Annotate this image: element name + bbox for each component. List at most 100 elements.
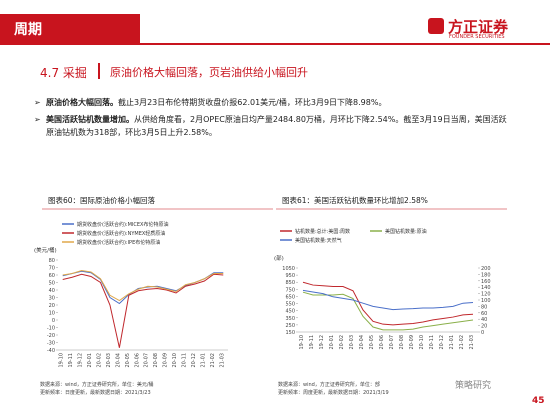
y2-tick-label: 200 xyxy=(481,266,491,272)
y-tick-label: 70 xyxy=(49,266,55,272)
x-tick-label: 19-11 xyxy=(309,335,315,350)
y2-tick-label: 120 xyxy=(481,292,491,298)
bullet-text: 从供给角度看，2月OPEC原油日均产量2484.80万桶，月环比下降2.54%。… xyxy=(46,115,507,137)
data-line xyxy=(302,289,474,311)
x-tick-label: 21-03 xyxy=(219,353,225,368)
y-tick-label: 250 xyxy=(285,323,295,329)
x-tick-label: 21-03 xyxy=(469,335,475,350)
x-tick-label: 20-05 xyxy=(369,335,375,350)
y-tick-label: 950 xyxy=(285,273,295,279)
y-tick-label: 40 xyxy=(49,288,55,294)
x-tick-label: 20-11 xyxy=(182,353,188,368)
legend-label: 美国钻机数量:天然气 xyxy=(295,237,342,244)
x-tick-label: 20-12 xyxy=(439,335,445,350)
y-tick-label: 150 xyxy=(285,330,295,336)
section-number: 4.7 采掘 xyxy=(40,66,87,80)
x-tick-label: 19-11 xyxy=(68,353,74,368)
legend-label: 美国钻机数量:原油 xyxy=(385,228,427,235)
chart-title: 图表60：国际原油价格小幅回落 xyxy=(48,195,156,205)
data-line xyxy=(62,269,224,302)
header-bar xyxy=(0,14,140,43)
y2-tick-label: 100 xyxy=(481,298,491,304)
data-line xyxy=(302,281,474,326)
chart-title: 图表61：美国活跃钻机数量环比增加2.58% xyxy=(282,195,428,205)
y-tick-label: -10 xyxy=(47,326,55,332)
bullet-bold: 原油价格大幅回落。 xyxy=(46,98,118,107)
source: 数据来源：wind，方正证券研究所，单位：部 xyxy=(278,381,380,388)
bullets: ➢ 原油价格大幅回落。截止3月23日布伦特期货收盘价报62.01美元/桶，环比3月… xyxy=(34,96,514,139)
legend-label: 钻机数量:总计:美国:周数 xyxy=(295,228,350,235)
legend-label: 期货收盘价(活跃合约):NYMEX轻质原油 xyxy=(77,230,165,237)
x-tick-label: 21-01 xyxy=(200,353,206,368)
bullet-bold: 美国活跃钻机数量增加。 xyxy=(46,115,134,124)
header-title: 周期 xyxy=(14,22,42,38)
x-tick-label: 20-08 xyxy=(153,353,159,368)
data-line xyxy=(62,273,224,348)
y-tick-label: 0 xyxy=(52,318,55,324)
update: 更新频率：周度更新，最新数据日期：2021/3/19 xyxy=(278,389,389,396)
x-tick-label: 20-04 xyxy=(359,335,365,350)
x-tick-label: 20-10 xyxy=(172,353,178,368)
data-line xyxy=(302,291,474,331)
x-tick-label: 20-05 xyxy=(125,353,131,368)
y-tick-label: -20 xyxy=(47,333,55,339)
y-tick-label: 30 xyxy=(49,296,55,302)
bullet: ➢ 原油价格大幅回落。截止3月23日布伦特期货收盘价报62.01美元/桶，环比3月… xyxy=(34,98,387,107)
update: 更新频率：日度更新，最新数据日期：2021/3/23 xyxy=(40,389,151,396)
y-tick-label: 350 xyxy=(285,316,295,322)
y2-tick-label: 0 xyxy=(481,330,484,336)
y-tick-label: 550 xyxy=(285,302,295,308)
y-tick-label: 20 xyxy=(49,303,55,309)
y-tick-label: -40 xyxy=(47,348,55,354)
y2-tick-label: 20 xyxy=(481,324,487,330)
y2-tick-label: 40 xyxy=(481,317,487,323)
x-tick-label: 20-03 xyxy=(349,335,355,350)
x-tick-label: 20-01 xyxy=(87,353,93,368)
x-tick-label: 19-10 xyxy=(299,335,305,350)
x-tick-label: 20-11 xyxy=(429,335,435,350)
x-tick-label: 20-02 xyxy=(339,335,345,350)
x-tick-label: 21-01 xyxy=(449,335,455,350)
x-tick-label: 21-02 xyxy=(459,335,465,350)
y2-tick-label: 60 xyxy=(481,311,487,317)
x-tick-label: 20-01 xyxy=(329,335,335,350)
header-line xyxy=(0,43,550,45)
x-tick-label: 21-02 xyxy=(210,353,216,368)
legend-label: 期货收盘价(活跃合约):MICEX布伦特原油 xyxy=(77,221,168,228)
y-axis-label: (部) xyxy=(274,254,284,262)
x-tick-label: 19-10 xyxy=(59,353,65,368)
x-tick-label: 20-07 xyxy=(144,353,150,368)
y-tick-label: 80 xyxy=(49,258,55,264)
y2-tick-label: 180 xyxy=(481,272,491,278)
x-tick-label: 19-12 xyxy=(319,335,325,350)
y-tick-label: 10 xyxy=(49,311,55,317)
x-tick-label: 20-09 xyxy=(409,335,415,350)
section-divider xyxy=(98,63,100,79)
x-tick-label: 19-12 xyxy=(78,353,84,368)
x-tick-label: 20-07 xyxy=(389,335,395,350)
logo-en: FOUNDER SECURITIES xyxy=(449,34,505,40)
x-tick-label: 20-09 xyxy=(163,353,169,368)
x-tick-label: 20-08 xyxy=(399,335,405,350)
x-tick-label: 20-06 xyxy=(379,335,385,350)
y-tick-label: 1050 xyxy=(282,266,295,272)
bullet-text: 截止3月23日布伦特期货收盘价报62.01美元/桶，环比3月9日下降8.98%。 xyxy=(118,98,387,107)
x-tick-label: 20-10 xyxy=(419,335,425,350)
x-tick-label: 20-04 xyxy=(115,353,121,368)
y-tick-label: 60 xyxy=(49,273,55,279)
section-heading: 原油价格大幅回落，页岩油供给小幅回升 xyxy=(110,66,308,79)
y-tick-label: 850 xyxy=(285,280,295,286)
page-number: 45 xyxy=(532,396,545,406)
y-tick-label: 450 xyxy=(285,309,295,315)
bullet: ➢ 美国活跃钻机数量增加。从供给角度看，2月OPEC原油日均产量2484.80万桶… xyxy=(34,115,507,137)
x-tick-label: 20-06 xyxy=(134,353,140,368)
y-axis-label: (美元/桶) xyxy=(34,246,57,254)
logo: 方正证券 xyxy=(448,18,509,36)
x-tick-label: 20-03 xyxy=(106,353,112,368)
logo-icon xyxy=(428,18,444,34)
y-tick-label: 750 xyxy=(285,287,295,293)
y-tick-label: 50 xyxy=(49,281,55,287)
x-tick-label: 20-02 xyxy=(97,353,103,368)
source: 数据来源：wind，方正证券研究所，单位：美元/桶 xyxy=(40,381,154,388)
